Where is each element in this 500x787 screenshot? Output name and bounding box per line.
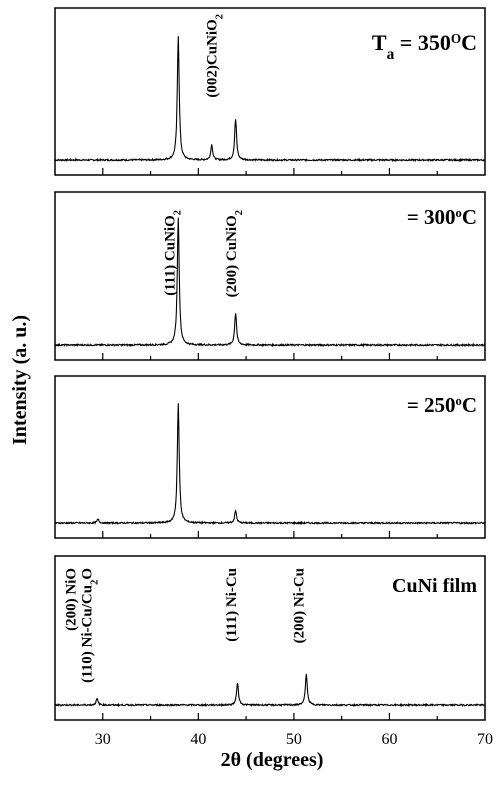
panel-frame: [54, 191, 486, 361]
panel-label: Ta = 350OC: [372, 30, 477, 63]
peak-annotation: (111) Ni-Cu: [224, 568, 240, 642]
panel-2: = 300oC (111) CuNiO2 (200) CuNiO2: [54, 191, 486, 361]
x-axis: 30 40 50 60 70: [95, 731, 493, 748]
x-tick-label: 40: [190, 731, 206, 748]
x-axis-title: 2θ (degrees): [221, 749, 324, 771]
xrd-trace: [54, 403, 486, 526]
peak-annotation: (200) Ni-Cu: [292, 568, 308, 643]
panel-frame: [54, 555, 486, 721]
x-tick-label: 30: [95, 731, 111, 748]
panel-1: Ta = 350OC (002)CuNiO2: [54, 7, 486, 176]
y-axis-title: Intensity (a. u.): [9, 315, 31, 445]
panel-3: = 250oC: [54, 375, 486, 539]
panel-label: = 250oC: [407, 393, 477, 417]
panels: Ta = 350OC (002)CuNiO2 = 300oC (111) CuNiO2…: [54, 7, 486, 721]
panel-4: CuNi film (200) NiO (110) Ni-Cu/Cu2O (111) …: [54, 555, 486, 721]
x-tick-label: 70: [477, 731, 493, 748]
x-tick-label: 60: [381, 731, 397, 748]
peak-annotation: (200) NiO: [63, 568, 79, 631]
panel-frame: [54, 7, 486, 176]
peak-annotation: (110) Ni-Cu/Cu2O: [80, 568, 101, 683]
panel-label: = 300oC: [407, 205, 477, 229]
x-tick-label: 50: [286, 731, 302, 748]
xrd-trace: [54, 673, 486, 708]
xrd-trace: [54, 217, 486, 348]
peak-annotation: (200) CuNiO2: [224, 210, 245, 297]
peak-annotation: (002)CuNiO2: [205, 14, 226, 98]
panel-frame: [54, 375, 486, 539]
panel-label: CuNi film: [392, 575, 477, 597]
xrd-trace: [54, 36, 486, 163]
peak-annotation: (111) CuNiO2: [163, 210, 184, 296]
